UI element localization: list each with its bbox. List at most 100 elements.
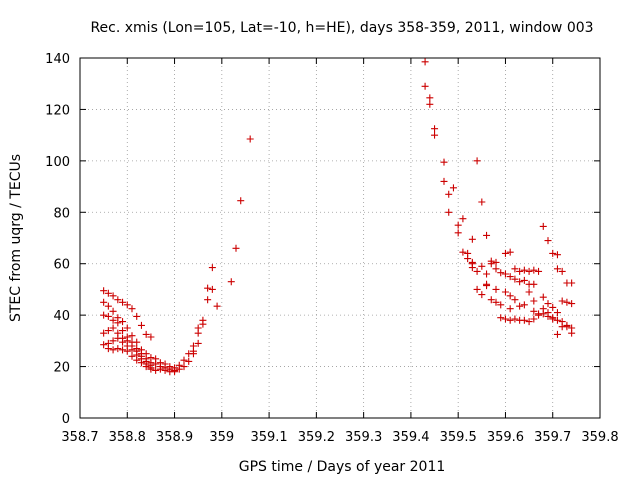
data-point: [530, 315, 538, 323]
data-point: [123, 324, 131, 332]
y-tick-label: 60: [53, 258, 70, 273]
data-point: [549, 315, 557, 323]
data-point: [104, 345, 112, 353]
data-point: [501, 288, 509, 296]
data-point: [100, 298, 108, 306]
data-point: [213, 302, 221, 310]
data-point: [114, 319, 122, 327]
data-point: [100, 329, 108, 337]
data-point: [431, 125, 439, 133]
data-point: [492, 258, 500, 266]
data-point: [544, 237, 552, 245]
data-point: [459, 248, 467, 256]
data-point: [119, 327, 127, 335]
data-point: [492, 285, 500, 293]
data-point: [520, 301, 528, 309]
data-point: [464, 255, 472, 263]
x-tick-label: 359: [209, 430, 234, 445]
chart-title: Rec. xmis (Lon=105, Lat=-10, h=HE), days…: [90, 20, 593, 36]
data-point: [506, 248, 514, 256]
data-point: [445, 190, 453, 198]
data-point: [100, 311, 108, 319]
data-point: [189, 347, 197, 355]
data-point: [568, 279, 576, 287]
data-point: [516, 302, 524, 310]
data-point: [511, 265, 519, 273]
data-point: [128, 305, 136, 313]
data-point: [506, 292, 514, 300]
x-tick-labels: 358.7 358.8 358.9 359 359.1 359.2 359.3 359.4 35…: [61, 430, 618, 445]
data-points: [100, 58, 576, 376]
plot-frame: [79, 57, 601, 419]
x-tick-label: 359.6: [487, 430, 524, 445]
data-point: [473, 285, 481, 293]
data-point: [497, 269, 505, 277]
data-point: [100, 341, 108, 349]
y-tick-label: 40: [53, 309, 70, 324]
data-point: [114, 296, 122, 304]
data-point: [208, 264, 216, 272]
data-point: [104, 312, 112, 320]
y-tick-label: 100: [45, 155, 70, 170]
data-point: [128, 332, 136, 340]
data-point: [204, 284, 212, 292]
data-point: [568, 329, 576, 337]
data-point: [104, 327, 112, 335]
data-point: [539, 222, 547, 230]
x-tick-label: 359.8: [581, 430, 618, 445]
x-tick-label: 358.9: [156, 430, 193, 445]
data-point: [123, 347, 131, 355]
data-point: [553, 309, 561, 317]
data-point: [147, 365, 155, 373]
data-point: [431, 131, 439, 139]
data-point: [180, 363, 188, 371]
data-point: [100, 287, 108, 295]
data-point: [568, 300, 576, 308]
data-point: [501, 315, 509, 323]
data-point: [539, 293, 547, 301]
data-point: [133, 356, 141, 364]
data-point: [549, 249, 557, 257]
x-tick-label: 359.1: [250, 430, 287, 445]
data-point: [487, 260, 495, 268]
data-point: [535, 267, 543, 275]
data-point: [171, 368, 179, 376]
data-point: [199, 316, 207, 324]
data-point: [530, 280, 538, 288]
data-point: [530, 266, 538, 274]
data-point: [119, 318, 127, 326]
data-point: [454, 229, 462, 237]
data-point: [553, 330, 561, 338]
x-tick-label: 359.2: [298, 430, 335, 445]
data-point: [156, 359, 164, 367]
data-point: [544, 300, 552, 308]
data-point: [492, 298, 500, 306]
data-point: [459, 215, 467, 223]
y-axis-label: STEC from uqrg / TECUs: [8, 154, 24, 322]
data-point: [119, 346, 127, 354]
data-point: [506, 273, 514, 281]
data-point: [468, 235, 476, 243]
data-point: [454, 221, 462, 229]
data-point: [237, 197, 245, 205]
x-tick-label: 358.7: [61, 430, 98, 445]
data-point: [473, 157, 481, 165]
grid-lines: [80, 58, 600, 418]
data-point: [109, 324, 117, 332]
data-point: [549, 303, 557, 311]
data-point: [468, 258, 476, 266]
data-point: [563, 321, 571, 329]
data-point: [445, 208, 453, 216]
data-point: [506, 316, 514, 324]
data-point: [516, 267, 524, 275]
data-point: [232, 244, 240, 252]
data-point: [511, 275, 519, 283]
data-point: [553, 251, 561, 259]
data-point: [506, 305, 514, 313]
data-point: [128, 352, 136, 360]
data-point: [530, 297, 538, 305]
data-point: [137, 359, 145, 367]
data-point: [544, 309, 552, 317]
data-point: [478, 291, 486, 299]
data-point: [520, 276, 528, 284]
